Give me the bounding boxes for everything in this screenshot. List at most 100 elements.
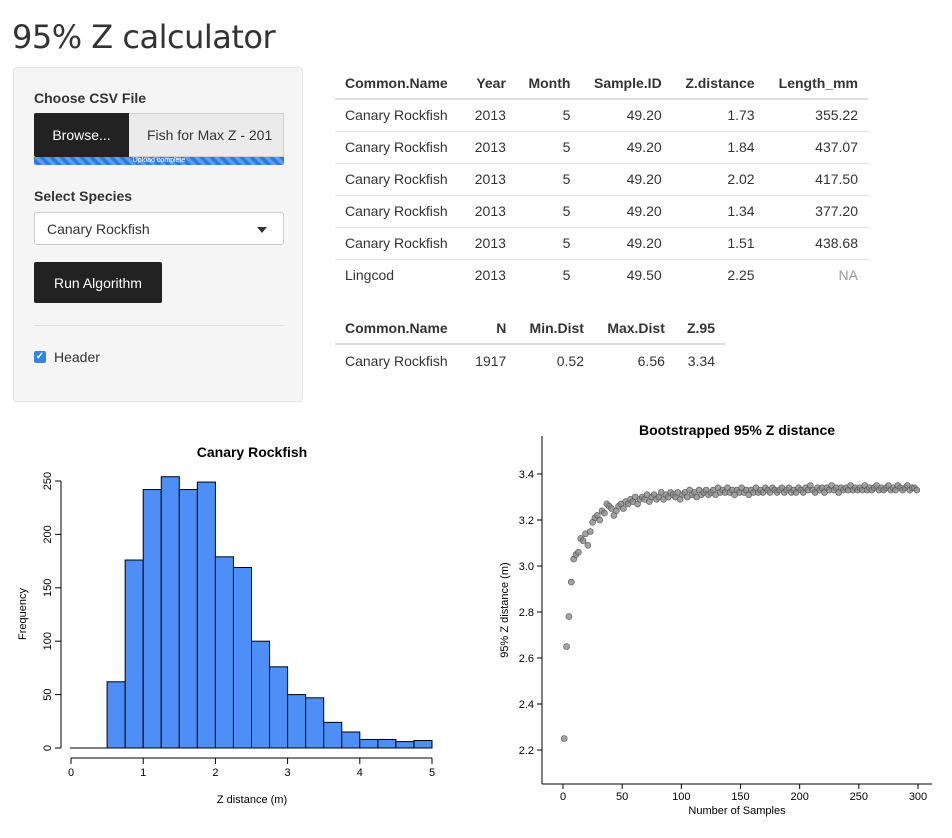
table-cell: 355.22: [764, 98, 868, 131]
table-cell: 2.25: [671, 258, 765, 291]
data-table-column-header: Month: [515, 67, 581, 100]
table-cell: 49.20: [580, 162, 672, 195]
scatter-point: [596, 516, 603, 524]
scatter-point: [584, 542, 592, 549]
species-select-label: Select Species: [34, 188, 133, 204]
bootstrap-scatter-chart: Bootstrapped 95% Z distance 0 50 100 150 200 2…: [499, 422, 932, 817]
sidebar-panel: Choose CSV File Browse... Fish for Max Z…: [13, 67, 303, 402]
histogram-bar: [251, 640, 271, 749]
table-cell: 2.02: [671, 162, 765, 195]
header-checkbox-label: Header: [54, 349, 100, 365]
run-algorithm-button[interactable]: Run Algorithm: [34, 262, 162, 303]
page-title: 95% Z calculator: [12, 18, 276, 56]
table-cell: 5: [515, 130, 581, 163]
table-cell: 2013: [462, 194, 516, 227]
header-checkbox[interactable]: ✓: [34, 351, 46, 363]
scatter-point: [913, 486, 921, 494]
histogram-bar: [160, 476, 180, 749]
scatter-point: [601, 509, 608, 517]
y-tick-label: 3.4: [519, 469, 534, 481]
histogram-bar: [124, 559, 144, 749]
table-cell: 49.20: [580, 98, 672, 131]
table-row: Canary Rockfish 2013 5 49.20 1.51 438.68: [335, 226, 868, 259]
file-name-field[interactable]: Fish for Max Z - 201: [129, 113, 284, 157]
table-cell: Canary Rockfish: [335, 226, 463, 259]
data-table-column-header: Year: [462, 67, 516, 100]
y-tick-label: 3.0: [519, 561, 534, 573]
table-cell: 5: [515, 162, 581, 195]
y-tick-label: 2.4: [519, 699, 534, 711]
check-icon: ✓: [35, 351, 45, 362]
histogram-bar: [287, 694, 307, 749]
data-table-column-header: Z.distance: [671, 67, 765, 100]
table-cell: 3.34: [674, 343, 725, 376]
table-cell: 49.20: [580, 194, 672, 227]
table-cell: 5: [515, 258, 581, 291]
y-tick-label: 2.2: [519, 745, 534, 757]
table-cell: 2013: [462, 162, 516, 195]
histogram-bar: [106, 681, 126, 749]
table-cell: 438.68: [764, 226, 868, 259]
browse-button[interactable]: Browse...: [34, 113, 129, 157]
table-cell: 6.56: [593, 343, 675, 376]
table-cell: 0.52: [516, 343, 594, 376]
table-cell: 437.07: [764, 130, 868, 163]
summary-table-column-header: Common.Name: [335, 312, 463, 345]
x-tick-label: 0: [560, 791, 566, 803]
data-table: Common.Name Year Month Sample.ID Z.distance L…: [335, 67, 868, 291]
table-cell: 1917: [462, 343, 517, 376]
species-select-value: Canary Rockfish: [47, 220, 150, 237]
x-tick-label: 200: [790, 791, 808, 803]
table-cell: NA: [764, 258, 868, 291]
table-cell: 49.20: [580, 130, 672, 163]
y-tick-label: 50: [42, 688, 54, 700]
table-row: Canary Rockfish 2013 5 49.20 1.73 355.22: [335, 98, 868, 131]
x-tick-label: 100: [672, 791, 690, 803]
chevron-down-icon: [257, 227, 267, 233]
x-tick-label: 300: [909, 791, 927, 803]
histogram-bar: [269, 666, 289, 749]
table-cell: 5: [515, 194, 581, 227]
histogram-bar: [232, 567, 252, 749]
histogram-bar: [413, 740, 433, 749]
scatter-point: [620, 505, 627, 512]
scatter-point: [567, 578, 575, 586]
x-axis-label: Number of Samples: [688, 805, 786, 817]
y-tick-label: 250: [42, 472, 54, 490]
species-select[interactable]: Canary Rockfish: [34, 212, 284, 245]
table-cell: 2013: [462, 130, 516, 163]
scatter-point: [565, 613, 573, 620]
upload-progress-bar: Upload complete: [34, 157, 284, 165]
histogram-bar: [214, 556, 234, 749]
table-cell: 2013: [462, 258, 516, 291]
table-row: Canary Rockfish 2013 5 49.20 1.84 437.07: [335, 130, 868, 163]
table-cell: 1.34: [671, 194, 765, 227]
chart-title: Canary Rockfish: [197, 444, 307, 460]
file-input-label: Choose CSV File: [34, 90, 147, 106]
x-tick-label: 5: [429, 767, 435, 779]
file-input[interactable]: Browse... Fish for Max Z - 201: [34, 113, 284, 157]
table-cell: 417.50: [764, 162, 868, 195]
histogram-bar: [359, 738, 379, 749]
histogram-bar: [178, 489, 198, 749]
scatter-point: [586, 528, 594, 535]
data-table-column-header: Common.Name: [335, 67, 463, 100]
data-table-header: Common.Name Year Month Sample.ID Z.distance L…: [335, 67, 868, 100]
table-row: Canary Rockfish 2013 5 49.20 2.02 417.50: [335, 162, 868, 195]
histogram-chart: Canary Rockfish 0 1 2 3 4 5 Z distance (m) 0 50 10…: [17, 444, 435, 806]
x-tick-label: 150: [731, 791, 749, 803]
y-tick-label: 100: [42, 632, 54, 650]
y-tick-label: 200: [42, 525, 54, 543]
data-table-column-header: Length_mm: [764, 67, 868, 100]
table-cell: 49.50: [580, 258, 672, 291]
x-tick-label: 0: [68, 767, 74, 779]
header-checkbox-row[interactable]: ✓ Header: [34, 349, 100, 365]
table-cell: 1.73: [671, 98, 765, 131]
summary-table-column-header: Max.Dist: [593, 312, 675, 345]
table-cell: Canary Rockfish: [335, 162, 463, 195]
y-tick-label: 0: [42, 745, 54, 751]
table-cell: Canary Rockfish: [335, 130, 463, 163]
table-cell: 377.20: [764, 194, 868, 227]
x-tick-label: 250: [850, 791, 868, 803]
table-cell: 2013: [462, 98, 516, 131]
